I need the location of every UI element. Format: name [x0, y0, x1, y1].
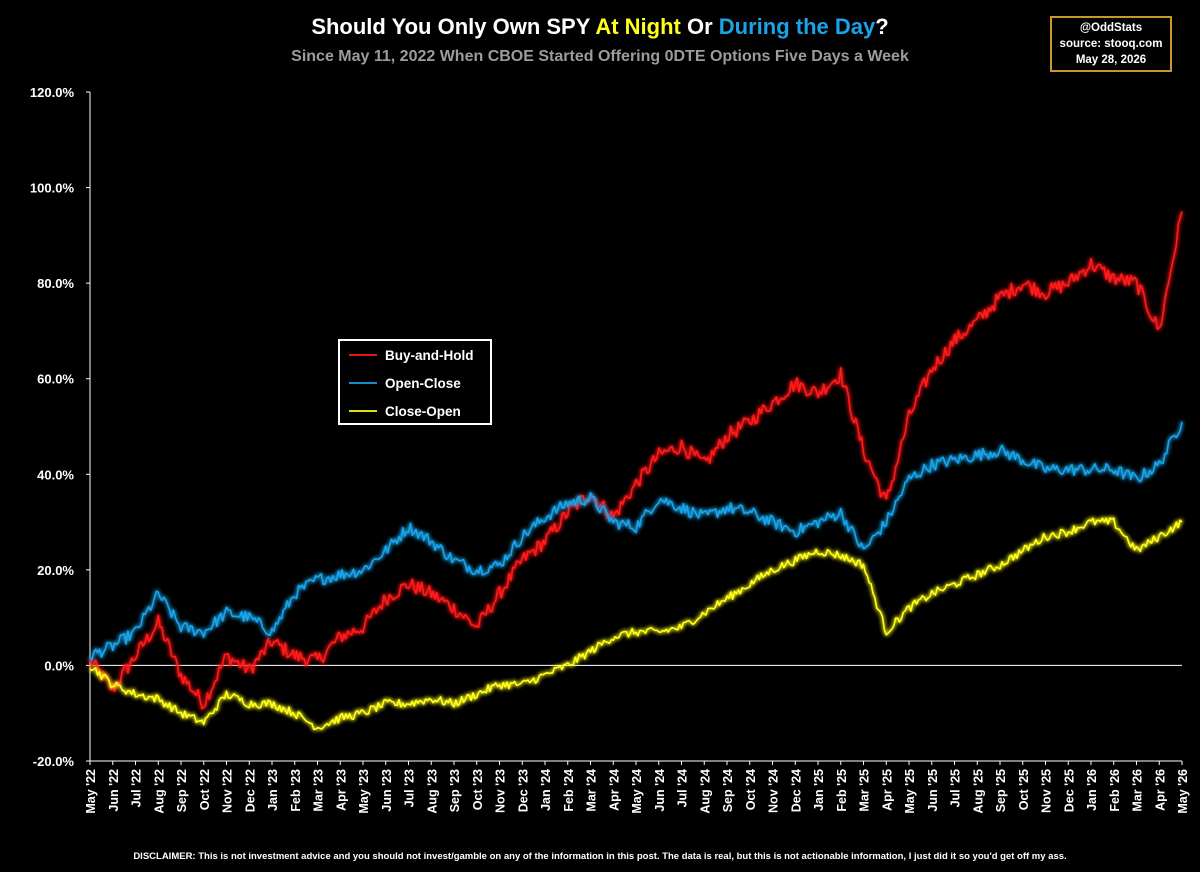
credit-box: @OddStats source: stooq.com May 28, 2026	[1050, 16, 1172, 72]
x-tick-label: Feb '24	[562, 769, 576, 812]
x-tick-label: Mar '25	[858, 769, 872, 812]
y-tick-label: 20.0%	[37, 563, 74, 578]
x-tick-label: Dec '25	[1062, 769, 1076, 812]
x-tick-label: Jul '24	[676, 769, 690, 807]
x-tick-label: Feb '23	[289, 769, 303, 812]
title-part: Should You Only Own SPY	[311, 14, 596, 39]
credit-date: May 28, 2026	[1075, 54, 1147, 66]
series-line-open-close	[89, 421, 1183, 661]
x-tick-label: Oct '22	[198, 769, 212, 810]
x-tick-label: Mar '24	[585, 769, 599, 812]
x-tick-label: May '25	[903, 769, 917, 814]
x-tick-label: Dec '24	[789, 769, 803, 812]
x-tick-label: Nov '25	[1040, 769, 1054, 813]
x-tick-label: Nov '24	[767, 769, 781, 813]
x-tick-label: Aug '23	[425, 769, 439, 814]
y-tick-label: 80.0%	[37, 276, 74, 291]
x-tick-label: Dec '23	[516, 769, 530, 812]
x-tick-label: Mar '23	[312, 769, 326, 812]
legend-label: Close-Open	[385, 404, 461, 419]
y-tick-label: 120.0%	[30, 85, 75, 100]
x-tick-label: Jan '25	[812, 769, 826, 811]
credit-source: source: stooq.com	[1059, 38, 1163, 50]
x-tick-label: Jan '24	[539, 769, 553, 811]
series-line-buy-and-hold	[89, 211, 1183, 710]
legend-label: Open-Close	[385, 376, 461, 391]
series-layer	[89, 211, 1183, 731]
x-tick-label: Jul '25	[949, 769, 963, 807]
chart-subtitle: Since May 11, 2022 When CBOE Started Off…	[291, 48, 909, 65]
title-part: ?	[875, 14, 889, 39]
x-tick-label: Aug '22	[152, 769, 166, 814]
x-tick-label: Sep '25	[994, 769, 1008, 812]
x-tick-label: Jan '26	[1085, 769, 1099, 811]
credit-handle: @OddStats	[1079, 22, 1143, 34]
x-tick-label: Oct '25	[1017, 769, 1031, 810]
x-tick-label: Aug '24	[698, 769, 712, 814]
x-tick-label: Sep '22	[175, 769, 189, 812]
x-tick-label: Apr '25	[880, 769, 894, 811]
chart-title: Should You Only Own SPY At Night Or Duri…	[0, 14, 1200, 40]
legend-label: Buy-and-Hold	[385, 348, 474, 363]
legend: Buy-and-Hold Open-Close Close-Open	[338, 339, 492, 425]
title-part: Or	[680, 14, 719, 39]
y-tick-label: 100.0%	[30, 181, 75, 196]
x-tick-label: Nov '23	[494, 769, 508, 813]
legend-box	[338, 339, 492, 425]
x-tick-label: Apr '23	[334, 769, 348, 811]
x-tick-label: May '23	[357, 769, 371, 814]
title-highlight-day: During the Day	[718, 14, 876, 39]
x-tick-label: Feb '25	[835, 769, 849, 812]
axes: -20.0% 0.0% 20.0% 40.0% 60.0% 80.0% 100.0% 120.…	[30, 85, 1190, 814]
title-highlight-night: At Night	[595, 14, 681, 39]
x-tick-label: May '26	[1176, 769, 1190, 814]
y-tick-label: 0.0%	[44, 658, 74, 673]
x-tick-label: Oct '23	[471, 769, 485, 810]
series-line-close-open	[89, 517, 1183, 731]
y-tick-label: -20.0%	[33, 754, 75, 769]
x-tick-label: Dec '22	[243, 769, 257, 812]
y-tick-label: 60.0%	[37, 372, 74, 387]
x-tick-label: Jun '25	[926, 769, 940, 812]
x-tick-label: Aug '25	[971, 769, 985, 814]
x-tick-label: Apr '26	[1153, 769, 1167, 811]
x-tick-label: Mar '26	[1131, 769, 1145, 812]
x-tick-label: May '22	[84, 769, 98, 814]
x-tick-label: Jun '22	[107, 769, 121, 812]
x-tick-label: Feb '26	[1108, 769, 1122, 812]
x-tick-label: Jul '23	[403, 769, 417, 807]
x-tick-label: Apr '24	[607, 769, 621, 811]
x-tick-label: Sep '24	[721, 769, 735, 812]
x-tick-label: Nov '22	[221, 769, 235, 813]
x-tick-label: Jul '22	[130, 769, 144, 807]
x-tick-label: Oct '24	[744, 769, 758, 810]
y-tick-label: 40.0%	[37, 467, 74, 482]
x-tick-label: Jun '24	[653, 769, 667, 812]
x-tick-label: May '24	[630, 769, 644, 814]
x-tick-label: Sep '23	[448, 769, 462, 812]
x-tick-label: Jun '23	[380, 769, 394, 812]
x-tick-label: Jan '23	[266, 769, 280, 811]
disclaimer: DISCLAIMER: This is not investment advic…	[133, 851, 1067, 862]
